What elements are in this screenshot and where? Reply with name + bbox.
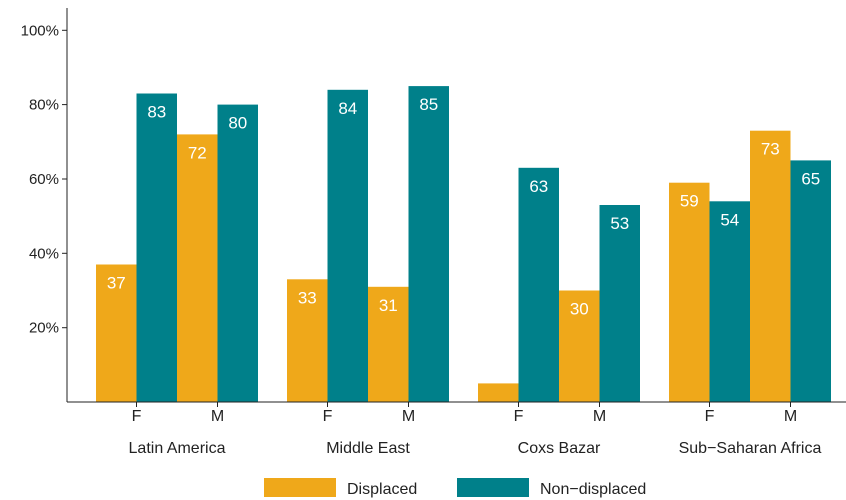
bar-displaced-1-m xyxy=(368,286,409,402)
y-tick-label: 100% xyxy=(21,22,59,39)
bar-non-displaced-1-m xyxy=(408,86,449,402)
x-sub-label: M xyxy=(784,408,797,425)
bar-value-label: 72 xyxy=(188,143,207,162)
bar-displaced-2-m xyxy=(559,290,600,402)
legend-label-non-displaced: Non−displaced xyxy=(540,481,646,498)
bar-displaced-0-f xyxy=(96,264,137,402)
bar-non-displaced-0-m xyxy=(217,104,258,402)
bar-value-label: 59 xyxy=(680,192,699,211)
legend: Displaced Non−displaced xyxy=(264,478,646,498)
legend-swatch-displaced xyxy=(264,478,336,497)
bar-value-label: 63 xyxy=(529,177,548,196)
bar-value-label: 31 xyxy=(379,296,398,315)
bar-non-displaced-3-m xyxy=(790,160,831,402)
x-group-label: Middle East xyxy=(326,440,410,457)
bar-displaced-1-f xyxy=(287,279,328,402)
x-sub-label: F xyxy=(705,408,715,425)
legend-label-displaced: Displaced xyxy=(347,481,417,498)
bar-value-label: 80 xyxy=(228,114,247,133)
x-group-label: Latin America xyxy=(129,440,226,457)
bar-value-label: 84 xyxy=(338,99,357,118)
x-sub-label: M xyxy=(402,408,415,425)
x-sub-label: M xyxy=(593,408,606,425)
legend-swatch-non-displaced xyxy=(457,478,529,497)
bar-non-displaced-2-f xyxy=(518,167,559,402)
x-sub-label: F xyxy=(132,408,142,425)
x-sub-label: M xyxy=(211,408,224,425)
axes-layer: 20% 40% 60% 80% 100% xyxy=(21,8,846,403)
bars-layer: 37 83 72 80 33 84 31 85 63 30 53 59 54 73 65 xyxy=(96,86,831,403)
bar-non-displaced-2-m xyxy=(599,205,640,402)
bar-displaced-3-f xyxy=(669,182,710,402)
bar-value-label: 65 xyxy=(801,169,820,188)
x-group-label: Sub−Saharan Africa xyxy=(679,440,822,457)
y-tick-label: 60% xyxy=(29,171,59,188)
bar-value-label: 54 xyxy=(720,210,739,229)
bar-non-displaced-0-f xyxy=(136,93,177,402)
x-sub-label: F xyxy=(514,408,524,425)
bar-displaced-0-m xyxy=(177,134,218,402)
y-tick-label: 80% xyxy=(29,97,59,114)
bar-displaced-3-m xyxy=(750,130,791,402)
x-sub-label: F xyxy=(323,408,333,425)
bar-value-label: 85 xyxy=(419,95,438,114)
bar-value-label: 30 xyxy=(570,300,589,319)
y-tick-label: 20% xyxy=(29,320,59,337)
bar-non-displaced-3-f xyxy=(709,201,750,402)
bar-non-displaced-1-f xyxy=(327,89,368,403)
bar-value-label: 83 xyxy=(147,103,166,122)
x-axis-labels: F M Latin America F M Middle East F M Coxs Bazar… xyxy=(129,402,822,457)
bar-value-label: 73 xyxy=(761,140,780,159)
x-group-label: Coxs Bazar xyxy=(518,440,601,457)
bar-displaced-2-f xyxy=(478,383,519,402)
bar-value-label: 37 xyxy=(107,274,126,293)
y-tick-label: 40% xyxy=(29,245,59,262)
bar-value-label: 33 xyxy=(298,288,317,307)
bar-value-label: 53 xyxy=(610,214,629,233)
